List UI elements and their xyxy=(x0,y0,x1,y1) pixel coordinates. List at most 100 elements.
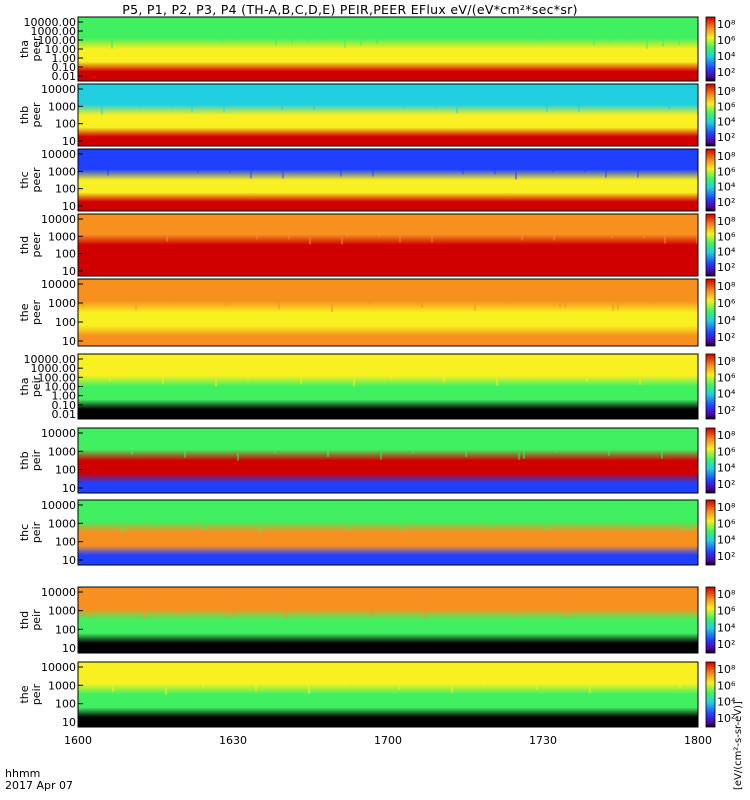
noise-mark xyxy=(509,87,511,95)
y-tick-label: 10000 xyxy=(41,661,76,674)
noise-mark xyxy=(265,602,267,610)
noise-mark xyxy=(477,588,479,596)
noise-mark xyxy=(458,293,460,302)
noise-mark xyxy=(558,226,560,234)
noise-mark xyxy=(194,370,196,378)
y-axis-label: peer xyxy=(30,232,43,258)
noise-mark xyxy=(127,602,129,610)
noise-mark xyxy=(598,500,600,508)
noise-mark xyxy=(451,685,453,693)
noise-mark xyxy=(153,519,155,527)
noise-mark xyxy=(399,235,401,243)
y-axis-label: thd xyxy=(18,611,31,629)
colorbar-tick-label: 10⁶ xyxy=(717,679,736,692)
noise-mark xyxy=(282,171,284,179)
y-tick-label: 100 xyxy=(55,316,76,329)
colorbar: 10⁸ 10⁶ 10⁴ 10² xyxy=(705,83,736,147)
noise-mark xyxy=(602,358,604,366)
noise-mark xyxy=(620,587,622,595)
noise-mark xyxy=(394,218,396,226)
noise-mark xyxy=(398,682,400,690)
noise-mark xyxy=(545,523,547,531)
noise-mark xyxy=(682,434,684,442)
noise-mark xyxy=(356,157,358,165)
noise-mark xyxy=(684,90,686,98)
colorbar-tick-label: 10⁸ xyxy=(717,501,736,514)
noise-mark xyxy=(553,233,555,241)
y-axis-label: tha xyxy=(18,377,31,395)
noise-mark xyxy=(355,598,357,606)
noise-mark xyxy=(138,100,140,108)
noise-mark xyxy=(160,149,162,157)
noise-mark xyxy=(670,279,672,288)
noise-mark xyxy=(471,511,473,519)
x-tick-label: 1700 xyxy=(374,734,402,747)
noise-mark xyxy=(519,25,521,33)
noise-mark xyxy=(456,106,458,114)
noise-mark xyxy=(156,285,158,294)
noise-mark xyxy=(658,151,660,159)
colorbar-tick-label: 10⁸ xyxy=(717,588,736,601)
noise-mark xyxy=(655,361,657,369)
noise-mark xyxy=(633,286,635,295)
noise-mark xyxy=(253,437,255,445)
colorbar-tick-label: 10⁴ xyxy=(717,50,736,63)
panel-frame xyxy=(77,83,699,147)
spectrogram-image xyxy=(78,214,698,276)
colorbar-tick-label: 10² xyxy=(717,131,735,144)
noise-mark xyxy=(540,33,542,41)
noise-mark xyxy=(402,524,404,532)
noise-mark xyxy=(123,156,125,164)
y-tick-label: 1000.00 xyxy=(31,362,77,375)
noise-mark xyxy=(197,166,199,174)
noise-mark xyxy=(221,443,223,451)
noise-mark xyxy=(490,287,492,296)
noise-mark xyxy=(657,606,659,614)
y-axis-label: peer xyxy=(30,102,43,128)
noise-mark xyxy=(300,376,302,384)
noise-mark xyxy=(147,431,149,439)
colorbar-tick-label: 10⁶ xyxy=(717,445,736,458)
noise-mark xyxy=(380,452,382,460)
noise-mark xyxy=(639,377,641,385)
noise-mark xyxy=(646,41,648,49)
panel-frame xyxy=(77,278,699,347)
noise-mark xyxy=(206,522,208,530)
noise-mark xyxy=(203,227,205,235)
noise-mark xyxy=(642,662,644,670)
noise-mark xyxy=(441,162,443,170)
noise-mark xyxy=(169,503,171,511)
chart-title: P5, P1, P2, P3, P4 (TH-A,B,C,D,E) PEIR,P… xyxy=(122,2,578,17)
noise-mark xyxy=(455,501,457,509)
noise-mark xyxy=(329,91,331,99)
noise-mark xyxy=(328,17,330,25)
colorbar-tick-label: 10² xyxy=(717,478,735,491)
noise-mark xyxy=(168,440,170,448)
noise-mark xyxy=(474,303,476,312)
noise-mark xyxy=(174,502,176,510)
x-tick-label: 1630 xyxy=(219,734,247,747)
noise-mark xyxy=(110,438,112,446)
colorbar-tick-label: 10⁶ xyxy=(717,371,736,384)
noise-mark xyxy=(662,39,664,47)
y-tick-label: 10 xyxy=(62,642,76,655)
noise-mark xyxy=(434,25,436,33)
noise-mark xyxy=(631,85,633,93)
noise-mark xyxy=(396,436,398,444)
spectrogram-image xyxy=(78,587,698,653)
noise-mark xyxy=(280,508,282,516)
noise-mark xyxy=(589,685,591,693)
noise-mark xyxy=(549,355,551,363)
noise-mark xyxy=(388,157,390,165)
noise-mark xyxy=(122,603,124,611)
noise-mark xyxy=(319,164,321,172)
noise-mark xyxy=(661,451,663,459)
noise-mark xyxy=(159,596,161,604)
noise-mark xyxy=(424,611,426,619)
noise-mark xyxy=(525,99,527,107)
noise-mark xyxy=(202,680,204,688)
y-tick-label: 10 xyxy=(62,482,76,495)
noise-mark xyxy=(694,599,696,607)
noise-mark xyxy=(360,38,362,46)
